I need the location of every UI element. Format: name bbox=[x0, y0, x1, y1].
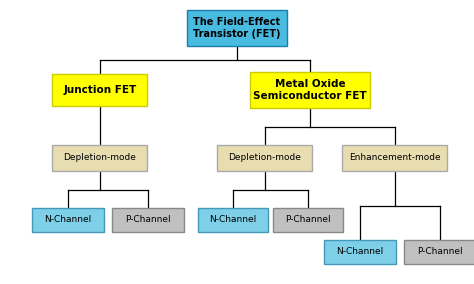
Text: N-Channel: N-Channel bbox=[337, 247, 383, 256]
FancyBboxPatch shape bbox=[324, 240, 396, 264]
Text: P-Channel: P-Channel bbox=[285, 216, 331, 224]
Text: P-Channel: P-Channel bbox=[417, 247, 463, 256]
FancyBboxPatch shape bbox=[198, 208, 268, 232]
Text: Enhancement-mode: Enhancement-mode bbox=[349, 153, 441, 162]
FancyBboxPatch shape bbox=[187, 10, 287, 46]
Text: Metal Oxide
Semiconductor FET: Metal Oxide Semiconductor FET bbox=[253, 79, 367, 101]
FancyBboxPatch shape bbox=[250, 72, 370, 108]
Text: The Field-Effect
Transistor (FET): The Field-Effect Transistor (FET) bbox=[193, 17, 281, 39]
FancyBboxPatch shape bbox=[273, 208, 343, 232]
Text: N-Channel: N-Channel bbox=[45, 216, 91, 224]
Text: N-Channel: N-Channel bbox=[210, 216, 256, 224]
FancyBboxPatch shape bbox=[404, 240, 474, 264]
Text: Depletion-mode: Depletion-mode bbox=[64, 153, 137, 162]
FancyBboxPatch shape bbox=[112, 208, 184, 232]
Text: Depletion-mode: Depletion-mode bbox=[228, 153, 301, 162]
FancyBboxPatch shape bbox=[343, 145, 447, 171]
FancyBboxPatch shape bbox=[32, 208, 104, 232]
FancyBboxPatch shape bbox=[53, 145, 147, 171]
Text: P-Channel: P-Channel bbox=[125, 216, 171, 224]
Text: Junction FET: Junction FET bbox=[64, 85, 137, 95]
FancyBboxPatch shape bbox=[218, 145, 312, 171]
FancyBboxPatch shape bbox=[53, 74, 147, 106]
